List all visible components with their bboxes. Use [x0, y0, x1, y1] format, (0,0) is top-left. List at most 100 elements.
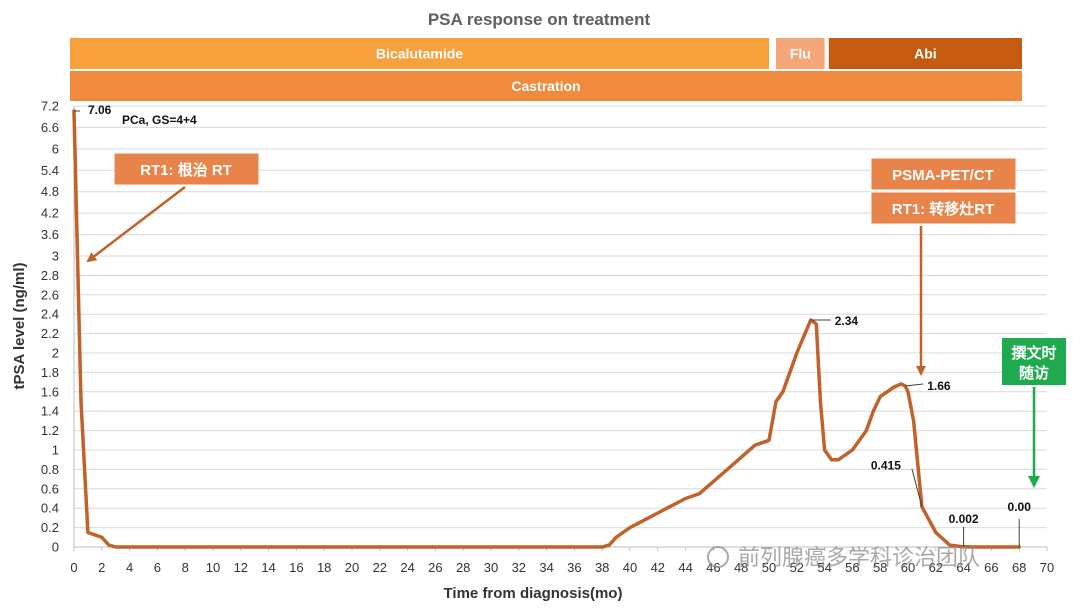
pca-annotation: PCa, GS=4+4: [122, 113, 197, 127]
data-label: 2.34: [835, 314, 859, 328]
treatment-bar-castration: [70, 71, 1022, 101]
x-tick-label: 40: [623, 560, 637, 575]
data-label: 0.002: [949, 512, 979, 526]
rt1-metastatic-label: RT1: 转移灶RT: [892, 200, 995, 218]
y-tick-label: 0.2: [41, 520, 59, 535]
data-label: 0.00: [1008, 500, 1032, 514]
y-axis-ticks: 0 0.2 0.4 0.6 0.8 1 1.2 1.4 1.6 1.8 2 2.2 2.4 2.6 2.8 3…: [41, 99, 59, 555]
data-point: [726, 468, 729, 471]
y-tick-label: 1: [52, 443, 59, 458]
x-tick-label: 36: [567, 560, 581, 575]
x-tick-label: 64: [956, 560, 970, 575]
x-tick-label: 14: [261, 560, 275, 575]
x-tick-label: 18: [317, 560, 331, 575]
data-point: [830, 458, 833, 461]
data-point: [893, 386, 895, 388]
x-tick-label: 22: [373, 560, 387, 575]
data-point: [768, 439, 770, 442]
data-point: [872, 410, 875, 413]
y-tick-label: 2: [52, 346, 59, 361]
data-point: [837, 458, 840, 461]
data-point: [907, 390, 909, 393]
x-tick-label: 4: [126, 560, 133, 575]
data-point: [900, 383, 902, 385]
data-label: 1.66: [927, 379, 951, 393]
y-tick-label: 5.4: [41, 163, 59, 178]
x-axis-title: Time from diagnosis(mo): [444, 585, 623, 602]
x-tick-label: 50: [762, 560, 776, 575]
data-point: [615, 536, 617, 539]
data-label-leader: [911, 468, 923, 507]
y-tick-label: 0.4: [41, 501, 59, 516]
data-point: [684, 497, 687, 500]
watermark-text: 前列腺癌多学科诊治团队: [738, 545, 980, 570]
treatment-bar-bicalutamide: [70, 38, 769, 69]
y-tick-label: 0: [52, 540, 59, 555]
data-point: [782, 390, 784, 393]
data-point: [976, 546, 979, 548]
x-tick-label: 56: [845, 560, 859, 575]
data-point: [490, 546, 492, 548]
y-tick-label: 3: [52, 249, 59, 264]
data-point: [698, 492, 701, 495]
data-point: [990, 546, 993, 548]
data-point: [100, 536, 103, 539]
data-point: [80, 400, 82, 403]
data-point: [212, 546, 214, 548]
data-point: [795, 352, 798, 354]
data-point: [754, 444, 756, 447]
psma-box: [870, 157, 1017, 191]
x-tick-label: 0: [70, 560, 77, 575]
rt1-metastatic-box: [870, 191, 1017, 225]
y-tick-label: 1.4: [41, 404, 59, 419]
data-label: 0.415: [871, 459, 901, 473]
y-tick-label: 6.6: [41, 120, 59, 135]
x-tick-label: 24: [400, 560, 414, 575]
data-point: [114, 546, 117, 548]
data-label: 7.06: [88, 103, 112, 117]
followup-box: [1002, 338, 1066, 385]
data-point: [601, 546, 604, 548]
y-tick-label: 1.2: [41, 423, 59, 438]
x-tick-label: 48: [734, 560, 748, 575]
y-tick-label: 7.2: [41, 99, 59, 114]
treatment-bar-flu: [775, 38, 825, 69]
data-label-leader: [905, 383, 924, 387]
y-tick-label: 3.6: [41, 227, 59, 242]
data-point: [351, 546, 353, 548]
data-point: [948, 544, 951, 546]
wechat-icon: [707, 546, 729, 568]
rt1-radical-label: RT1: 根治 RT: [140, 161, 232, 179]
treatment-label-castration: Castration: [511, 78, 580, 94]
x-tick-label: 70: [1040, 560, 1054, 575]
x-tick-label: 38: [595, 560, 609, 575]
x-tick-label: 10: [206, 560, 220, 575]
x-tick-label: 28: [456, 560, 470, 575]
y-tick-label: 1.6: [41, 384, 59, 399]
y-tick-label: 0.8: [41, 462, 59, 477]
x-tick-label: 66: [984, 560, 998, 575]
data-point: [912, 420, 915, 422]
x-tick-label: 30: [484, 560, 498, 575]
data-point: [819, 400, 822, 403]
x-tick-label: 60: [901, 560, 915, 575]
x-tick-label: 58: [873, 560, 887, 575]
x-tick-label: 26: [428, 560, 442, 575]
data-point: [865, 429, 868, 432]
data-point: [823, 449, 826, 451]
data-point: [879, 395, 882, 398]
x-tick-label: 52: [790, 560, 804, 575]
x-tick-label: 16: [289, 560, 303, 575]
treatment-label-bicalutamide: Bicalutamide: [376, 46, 463, 62]
psma-label: PSMA-PET/CT: [892, 167, 994, 184]
x-tick-label: 62: [929, 560, 943, 575]
y-tick-label: 2.2: [41, 326, 59, 341]
data-point: [629, 526, 631, 529]
data-point: [775, 400, 777, 403]
data-point: [608, 544, 611, 546]
x-tick-label: 20: [345, 560, 359, 575]
data-point: [815, 323, 818, 325]
rt1-radical-arrow: [86, 186, 186, 263]
data-point: [87, 531, 89, 534]
data-point: [656, 512, 659, 514]
